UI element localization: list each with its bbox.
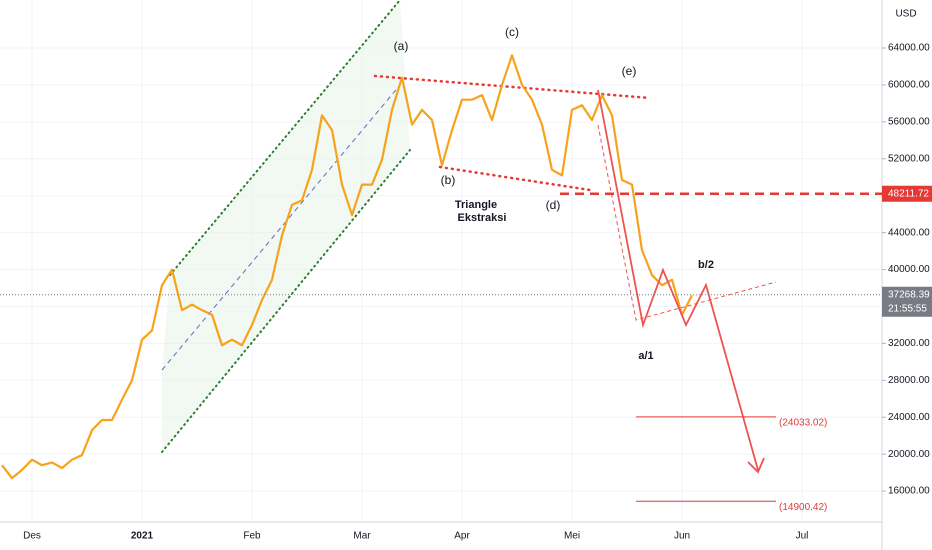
wave-label: (c)	[505, 25, 519, 39]
price-tag	[882, 286, 932, 317]
plot	[1, 54, 693, 480]
y-tick-label: 28000.00	[888, 375, 930, 386]
wave-label: a/1	[638, 350, 653, 362]
channel-mid	[161, 84, 401, 371]
annotation: Ekstraksi	[458, 212, 507, 224]
y-tick-label: 40000.00	[888, 264, 930, 275]
price-tag	[882, 185, 932, 202]
x-tick-label: Apr	[454, 531, 470, 542]
x-tick-label: Mei	[564, 531, 580, 542]
x-tick-label: Jul	[796, 531, 809, 542]
countdown: 21:55:55	[888, 303, 927, 314]
target-label: (24033.02)	[779, 418, 827, 429]
last-price-label: 37268.39	[888, 289, 930, 300]
target-label: (14900.42)	[779, 502, 827, 513]
y-tick-label: 20000.00	[888, 449, 930, 460]
wave-label: b/2	[698, 259, 714, 271]
y-tick-label: 56000.00	[888, 116, 930, 127]
projection-arrow	[747, 457, 765, 474]
y-tick-label: 32000.00	[888, 338, 930, 349]
channel-upper	[169, 0, 401, 276]
projection	[597, 89, 759, 471]
y-tick-label: 60000.00	[888, 80, 930, 91]
x-tick-label: Jun	[674, 531, 690, 542]
wave-label: (d)	[546, 198, 561, 212]
wave-label: (a)	[394, 39, 409, 53]
x-tick-label: 2021	[131, 531, 154, 542]
x-tick-label: Des	[23, 531, 41, 542]
x-tick-label: Mar	[353, 531, 371, 542]
x-tick-label: Feb	[243, 531, 261, 542]
annotation: Triangle	[455, 199, 497, 211]
currency: USD	[895, 9, 916, 20]
y-tick-label: 64000.00	[888, 43, 930, 54]
price-line	[1, 54, 693, 480]
y-tick-label: 24000.00	[888, 412, 930, 423]
y-tick-label: 52000.00	[888, 153, 930, 164]
y-tick-label: 44000.00	[888, 227, 930, 238]
wave-label: (b)	[441, 173, 456, 187]
triangle-lower	[438, 165, 592, 192]
triangle-upper	[373, 74, 652, 100]
resistance-label: 48211.72	[888, 188, 929, 199]
wave-label: (e)	[622, 64, 637, 78]
y-tick-label: 16000.00	[888, 486, 930, 497]
channel-lower	[161, 149, 411, 453]
